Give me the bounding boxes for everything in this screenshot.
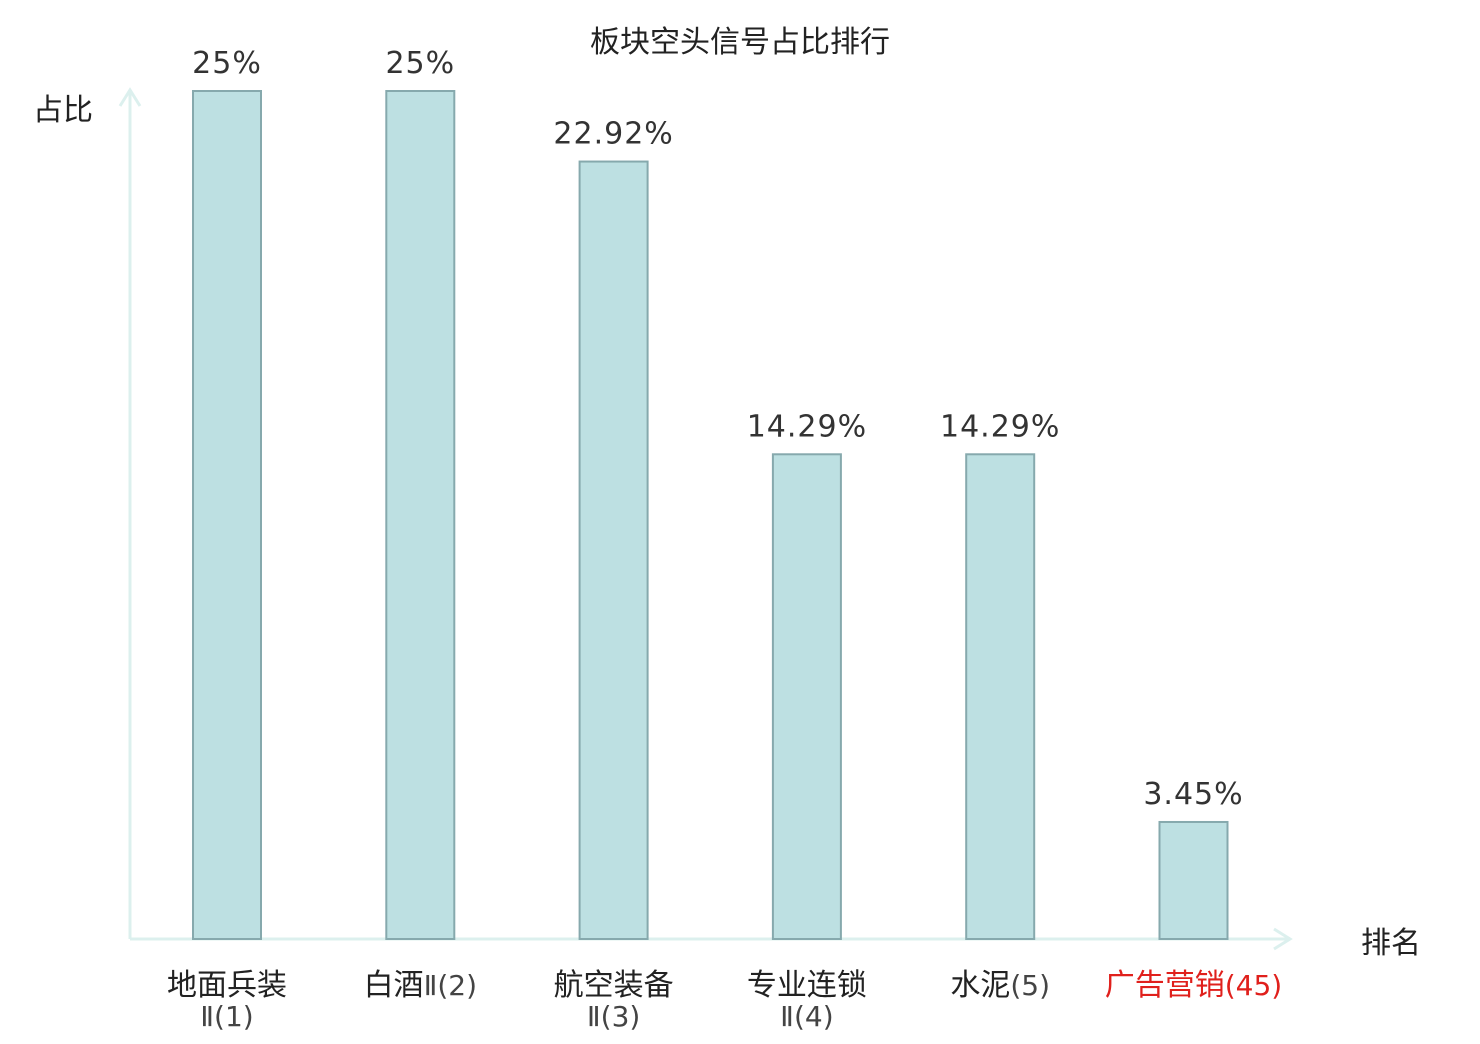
- y-axis-label: 占比: [33, 93, 93, 128]
- bar-value-label: 14.29%: [747, 409, 867, 444]
- x-tick-label-rank: Ⅱ(3): [587, 1000, 640, 1033]
- bar: [965, 453, 1036, 940]
- bar-value-label: 14.29%: [940, 409, 1060, 444]
- x-tick-label: 白酒Ⅱ(2): [364, 968, 477, 1003]
- value-labels-group: 25% 25% 22.92% 14.29% 14.29% 3.45%: [192, 46, 1243, 812]
- bar: [1158, 820, 1229, 941]
- chart-title: 板块空头信号占比排行: [590, 25, 890, 60]
- bar: [771, 453, 842, 940]
- bar-value-label: 25%: [385, 46, 455, 81]
- x-tick-label: 水泥(5): [950, 968, 1050, 1003]
- bar: [192, 90, 262, 940]
- bar-value-label: 25%: [192, 46, 262, 81]
- bar: [385, 90, 456, 940]
- bar-value-label: 22.92%: [553, 117, 673, 152]
- x-tick-label: 地面兵装: [167, 968, 287, 1003]
- x-tick-label: 广告营销(45): [1105, 968, 1282, 1003]
- x-tick-label: 专业连锁: [747, 968, 867, 1003]
- bar: [578, 160, 649, 941]
- x-tick-label-rank: Ⅱ(1): [200, 1000, 253, 1033]
- axes: [118, 87, 1293, 951]
- bar-value-label: 3.45%: [1143, 777, 1243, 812]
- x-axis-label: 排名: [1361, 926, 1421, 961]
- x-tick-label-rank: Ⅱ(4): [780, 1000, 833, 1033]
- x-tick-label: 航空装备: [554, 968, 674, 1003]
- x-axis-arrow: [1273, 927, 1293, 951]
- bars-group: [192, 90, 1229, 941]
- y-axis-arrow: [118, 87, 142, 107]
